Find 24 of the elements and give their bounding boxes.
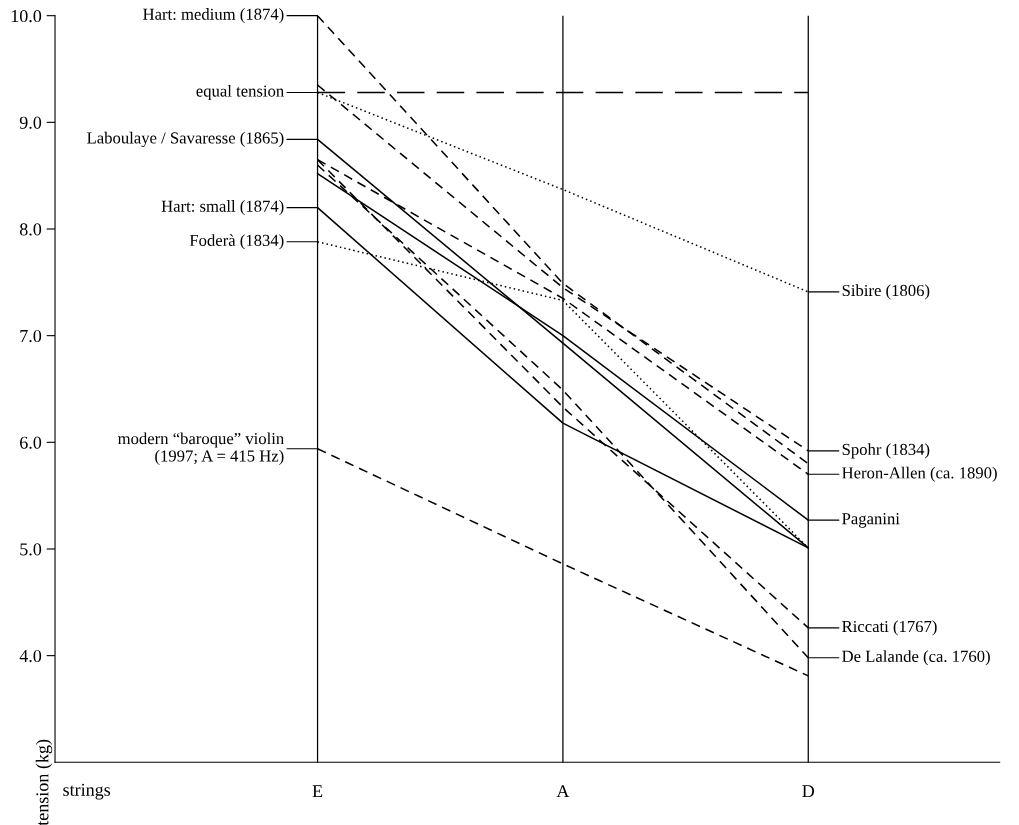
y-tick-label: 4.0 [19, 649, 42, 663]
annotation: Riccati (1767) [842, 620, 937, 636]
y-tick-label: 10.0 [11, 9, 42, 23]
annotation: De Lalande (ca. 1760) [842, 650, 990, 666]
annotation: Heron-Allen (ca. 1890) [842, 466, 997, 482]
x-tick-label: D [802, 785, 815, 798]
x-tick-label: A [556, 785, 570, 798]
ref-line-label: equal tension [196, 84, 284, 101]
y-tick-label: 8.0 [19, 223, 42, 236]
annotation: modern “baroque” violin (1997; A = 415 Hz) [117, 432, 284, 465]
y-tick-label: 7.0 [20, 329, 42, 343]
y-axis-title: tension (kg) [35, 739, 53, 825]
annotation: Spohr (1834) [842, 443, 930, 459]
x-axis-title: strings [63, 783, 111, 800]
y-tick-label: 5.0 [20, 543, 42, 556]
annotation: Laboulaye / Savaresse (1865) [87, 131, 284, 147]
x-tick-label: E [312, 785, 323, 798]
y-tick-label: 6.0 [20, 436, 42, 449]
annotation: Sibire (1806) [842, 284, 930, 300]
annotation: Foderà (1834) [189, 234, 284, 250]
annotation: Hart: small (1874) [161, 200, 284, 216]
y-tick-label: 9.0 [19, 116, 42, 129]
annotation: Hart: medium (1874) [143, 8, 284, 24]
annotation: Paganini [842, 513, 900, 528]
